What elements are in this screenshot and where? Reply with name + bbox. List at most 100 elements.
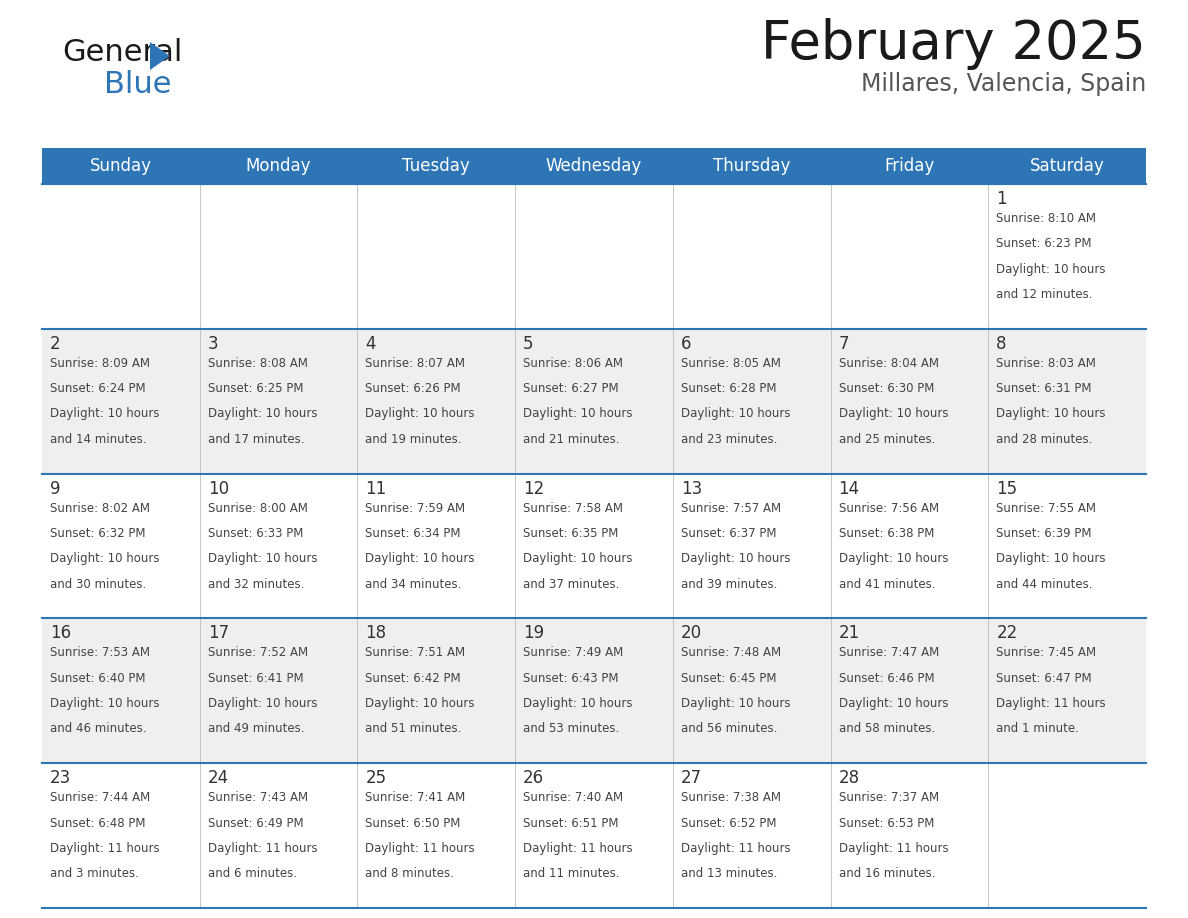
Text: and 23 minutes.: and 23 minutes. (681, 432, 777, 446)
Text: and 13 minutes.: and 13 minutes. (681, 868, 777, 880)
Text: Sunrise: 7:41 AM: Sunrise: 7:41 AM (366, 791, 466, 804)
Text: and 8 minutes.: and 8 minutes. (366, 868, 454, 880)
Text: 15: 15 (997, 479, 1017, 498)
Text: Sunset: 6:33 PM: Sunset: 6:33 PM (208, 527, 303, 540)
Text: Sunrise: 7:49 AM: Sunrise: 7:49 AM (523, 646, 624, 659)
Text: and 46 minutes.: and 46 minutes. (50, 722, 146, 735)
Text: Millares, Valencia, Spain: Millares, Valencia, Spain (861, 72, 1146, 96)
Text: Sunset: 6:47 PM: Sunset: 6:47 PM (997, 672, 1092, 685)
Text: Daylight: 11 hours: Daylight: 11 hours (681, 842, 790, 855)
Text: Daylight: 10 hours: Daylight: 10 hours (208, 553, 317, 565)
Text: Daylight: 10 hours: Daylight: 10 hours (681, 408, 790, 420)
Text: 3: 3 (208, 335, 219, 353)
Text: Sunrise: 7:56 AM: Sunrise: 7:56 AM (839, 501, 939, 515)
Text: Sunset: 6:45 PM: Sunset: 6:45 PM (681, 672, 776, 685)
Text: and 19 minutes.: and 19 minutes. (366, 432, 462, 446)
Text: Sunrise: 7:53 AM: Sunrise: 7:53 AM (50, 646, 150, 659)
Text: and 16 minutes.: and 16 minutes. (839, 868, 935, 880)
Text: Sunset: 6:48 PM: Sunset: 6:48 PM (50, 816, 145, 830)
Text: Sunset: 6:53 PM: Sunset: 6:53 PM (839, 816, 934, 830)
Text: and 39 minutes.: and 39 minutes. (681, 577, 777, 590)
Text: Daylight: 10 hours: Daylight: 10 hours (523, 553, 633, 565)
Text: Sunrise: 7:48 AM: Sunrise: 7:48 AM (681, 646, 781, 659)
Text: Sunrise: 8:06 AM: Sunrise: 8:06 AM (523, 357, 624, 370)
Text: February 2025: February 2025 (762, 18, 1146, 70)
Text: Sunrise: 8:10 AM: Sunrise: 8:10 AM (997, 212, 1097, 225)
Text: and 56 minutes.: and 56 minutes. (681, 722, 777, 735)
Text: Sunrise: 8:04 AM: Sunrise: 8:04 AM (839, 357, 939, 370)
Text: Sunset: 6:28 PM: Sunset: 6:28 PM (681, 382, 776, 395)
Text: and 1 minute.: and 1 minute. (997, 722, 1079, 735)
Text: and 30 minutes.: and 30 minutes. (50, 577, 146, 590)
Text: Sunrise: 7:43 AM: Sunrise: 7:43 AM (208, 791, 308, 804)
Text: Sunset: 6:39 PM: Sunset: 6:39 PM (997, 527, 1092, 540)
Text: Daylight: 10 hours: Daylight: 10 hours (523, 697, 633, 711)
Text: Sunset: 6:43 PM: Sunset: 6:43 PM (523, 672, 619, 685)
Text: Daylight: 10 hours: Daylight: 10 hours (681, 553, 790, 565)
Text: Saturday: Saturday (1030, 157, 1105, 175)
Text: Sunset: 6:35 PM: Sunset: 6:35 PM (523, 527, 619, 540)
Text: and 34 minutes.: and 34 minutes. (366, 577, 462, 590)
Text: 17: 17 (208, 624, 229, 643)
Text: and 32 minutes.: and 32 minutes. (208, 577, 304, 590)
Text: 19: 19 (523, 624, 544, 643)
Text: and 14 minutes.: and 14 minutes. (50, 432, 146, 446)
Text: Sunrise: 8:09 AM: Sunrise: 8:09 AM (50, 357, 150, 370)
Text: 26: 26 (523, 769, 544, 788)
Text: and 3 minutes.: and 3 minutes. (50, 868, 139, 880)
Text: Daylight: 10 hours: Daylight: 10 hours (997, 263, 1106, 275)
Text: Sunrise: 8:02 AM: Sunrise: 8:02 AM (50, 501, 150, 515)
Text: 21: 21 (839, 624, 860, 643)
Text: Sunset: 6:30 PM: Sunset: 6:30 PM (839, 382, 934, 395)
Text: 20: 20 (681, 624, 702, 643)
Text: 13: 13 (681, 479, 702, 498)
Text: Sunrise: 7:38 AM: Sunrise: 7:38 AM (681, 791, 781, 804)
Text: Daylight: 11 hours: Daylight: 11 hours (997, 697, 1106, 711)
Text: Sunset: 6:50 PM: Sunset: 6:50 PM (366, 816, 461, 830)
Text: Daylight: 10 hours: Daylight: 10 hours (997, 553, 1106, 565)
Bar (42, 474, 1146, 619)
Text: Daylight: 10 hours: Daylight: 10 hours (366, 408, 475, 420)
Text: 2: 2 (50, 335, 61, 353)
Text: Daylight: 11 hours: Daylight: 11 hours (839, 842, 948, 855)
Text: 18: 18 (366, 624, 386, 643)
Text: 10: 10 (208, 479, 229, 498)
Text: Sunset: 6:23 PM: Sunset: 6:23 PM (997, 238, 1092, 251)
Text: Daylight: 11 hours: Daylight: 11 hours (50, 842, 159, 855)
Text: 9: 9 (50, 479, 61, 498)
Text: and 17 minutes.: and 17 minutes. (208, 432, 304, 446)
Text: Daylight: 10 hours: Daylight: 10 hours (839, 697, 948, 711)
Text: Sunrise: 7:57 AM: Sunrise: 7:57 AM (681, 501, 781, 515)
Text: and 28 minutes.: and 28 minutes. (997, 432, 1093, 446)
Text: Sunrise: 7:40 AM: Sunrise: 7:40 AM (523, 791, 624, 804)
Text: 25: 25 (366, 769, 386, 788)
Text: and 37 minutes.: and 37 minutes. (523, 577, 619, 590)
Text: Sunset: 6:34 PM: Sunset: 6:34 PM (366, 527, 461, 540)
Text: 23: 23 (50, 769, 71, 788)
Text: Sunrise: 8:07 AM: Sunrise: 8:07 AM (366, 357, 466, 370)
Text: Sunset: 6:51 PM: Sunset: 6:51 PM (523, 816, 619, 830)
Text: Sunset: 6:32 PM: Sunset: 6:32 PM (50, 527, 145, 540)
Text: 1: 1 (997, 190, 1007, 208)
Text: Sunrise: 7:37 AM: Sunrise: 7:37 AM (839, 791, 939, 804)
Text: 28: 28 (839, 769, 860, 788)
Text: and 53 minutes.: and 53 minutes. (523, 722, 619, 735)
Text: Daylight: 10 hours: Daylight: 10 hours (208, 408, 317, 420)
Text: 6: 6 (681, 335, 691, 353)
Text: Daylight: 10 hours: Daylight: 10 hours (208, 697, 317, 711)
Text: and 41 minutes.: and 41 minutes. (839, 577, 935, 590)
Text: Sunrise: 7:51 AM: Sunrise: 7:51 AM (366, 646, 466, 659)
Text: Sunday: Sunday (90, 157, 152, 175)
Text: 4: 4 (366, 335, 375, 353)
Text: and 44 minutes.: and 44 minutes. (997, 577, 1093, 590)
Text: and 12 minutes.: and 12 minutes. (997, 288, 1093, 301)
Text: Daylight: 10 hours: Daylight: 10 hours (839, 553, 948, 565)
Text: Sunrise: 7:44 AM: Sunrise: 7:44 AM (50, 791, 150, 804)
Text: Sunrise: 7:45 AM: Sunrise: 7:45 AM (997, 646, 1097, 659)
Text: 22: 22 (997, 624, 1018, 643)
Text: Tuesday: Tuesday (403, 157, 470, 175)
Text: Sunset: 6:52 PM: Sunset: 6:52 PM (681, 816, 776, 830)
Text: and 58 minutes.: and 58 minutes. (839, 722, 935, 735)
Text: 16: 16 (50, 624, 71, 643)
Text: Sunset: 6:24 PM: Sunset: 6:24 PM (50, 382, 146, 395)
